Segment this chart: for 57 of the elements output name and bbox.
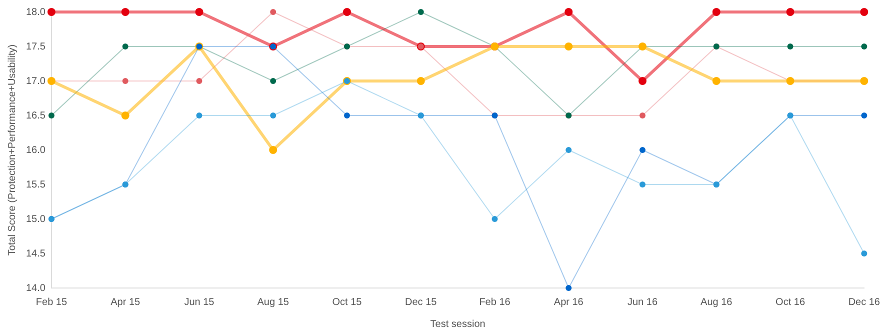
x-tick-label: Feb 16: [479, 296, 511, 308]
point: [122, 78, 128, 84]
x-tick-label: Jun 16: [628, 296, 658, 308]
point: [566, 285, 572, 291]
point: [861, 112, 868, 118]
point: [344, 112, 350, 118]
y-tick-label: 16.5: [26, 110, 46, 122]
point: [638, 77, 647, 85]
y-tick-label: 18.0: [26, 6, 46, 18]
y-tick-label: 14.0: [26, 282, 46, 294]
x-tick-label: Oct 15: [332, 296, 362, 308]
point: [418, 9, 424, 15]
x-tick-label: Jun 15: [184, 296, 215, 308]
x-tick-label: Dec 15: [405, 296, 438, 308]
point: [566, 147, 572, 153]
x-tick-label: Aug 16: [700, 296, 733, 308]
point: [640, 147, 646, 153]
y-tick-label: 14.5: [26, 248, 46, 260]
point: [122, 44, 128, 50]
point: [270, 78, 276, 84]
point: [787, 44, 794, 50]
x-tick-label: Apr 15: [110, 296, 141, 308]
point: [195, 8, 204, 16]
point: [786, 8, 794, 16]
point: [860, 8, 868, 16]
y-tick-label: 17.0: [26, 76, 46, 87]
point: [640, 112, 646, 118]
point: [121, 112, 130, 120]
point: [416, 77, 425, 85]
x-tick-label: Dec 16: [848, 296, 880, 308]
point: [712, 8, 720, 16]
x-tick-label: Oct 16: [776, 296, 806, 308]
point: [564, 42, 573, 50]
x-tick-label: Feb 15: [36, 296, 68, 308]
point: [342, 8, 351, 16]
point: [47, 8, 56, 16]
y-tick-label: 17.5: [26, 41, 46, 52]
x-axis-title: Test session: [430, 318, 486, 330]
x-tick-label: Aug 15: [257, 296, 290, 308]
point: [640, 182, 646, 188]
x-tick-label: Apr 16: [554, 296, 584, 308]
point: [492, 216, 498, 222]
point: [564, 8, 573, 16]
y-tick-label: 15.0: [26, 214, 46, 225]
y-tick-label: 15.5: [26, 179, 46, 190]
point: [270, 9, 276, 15]
point: [196, 78, 202, 84]
point: [270, 112, 276, 118]
point: [196, 112, 202, 118]
point: [712, 77, 720, 85]
point: [48, 112, 54, 118]
y-axis-title: Total Score (Protection+Performance+Usability): [6, 44, 18, 256]
point: [121, 8, 130, 16]
point: [269, 146, 278, 154]
point: [861, 44, 868, 50]
y-tick-label: 16.0: [26, 144, 46, 156]
point: [861, 250, 868, 256]
